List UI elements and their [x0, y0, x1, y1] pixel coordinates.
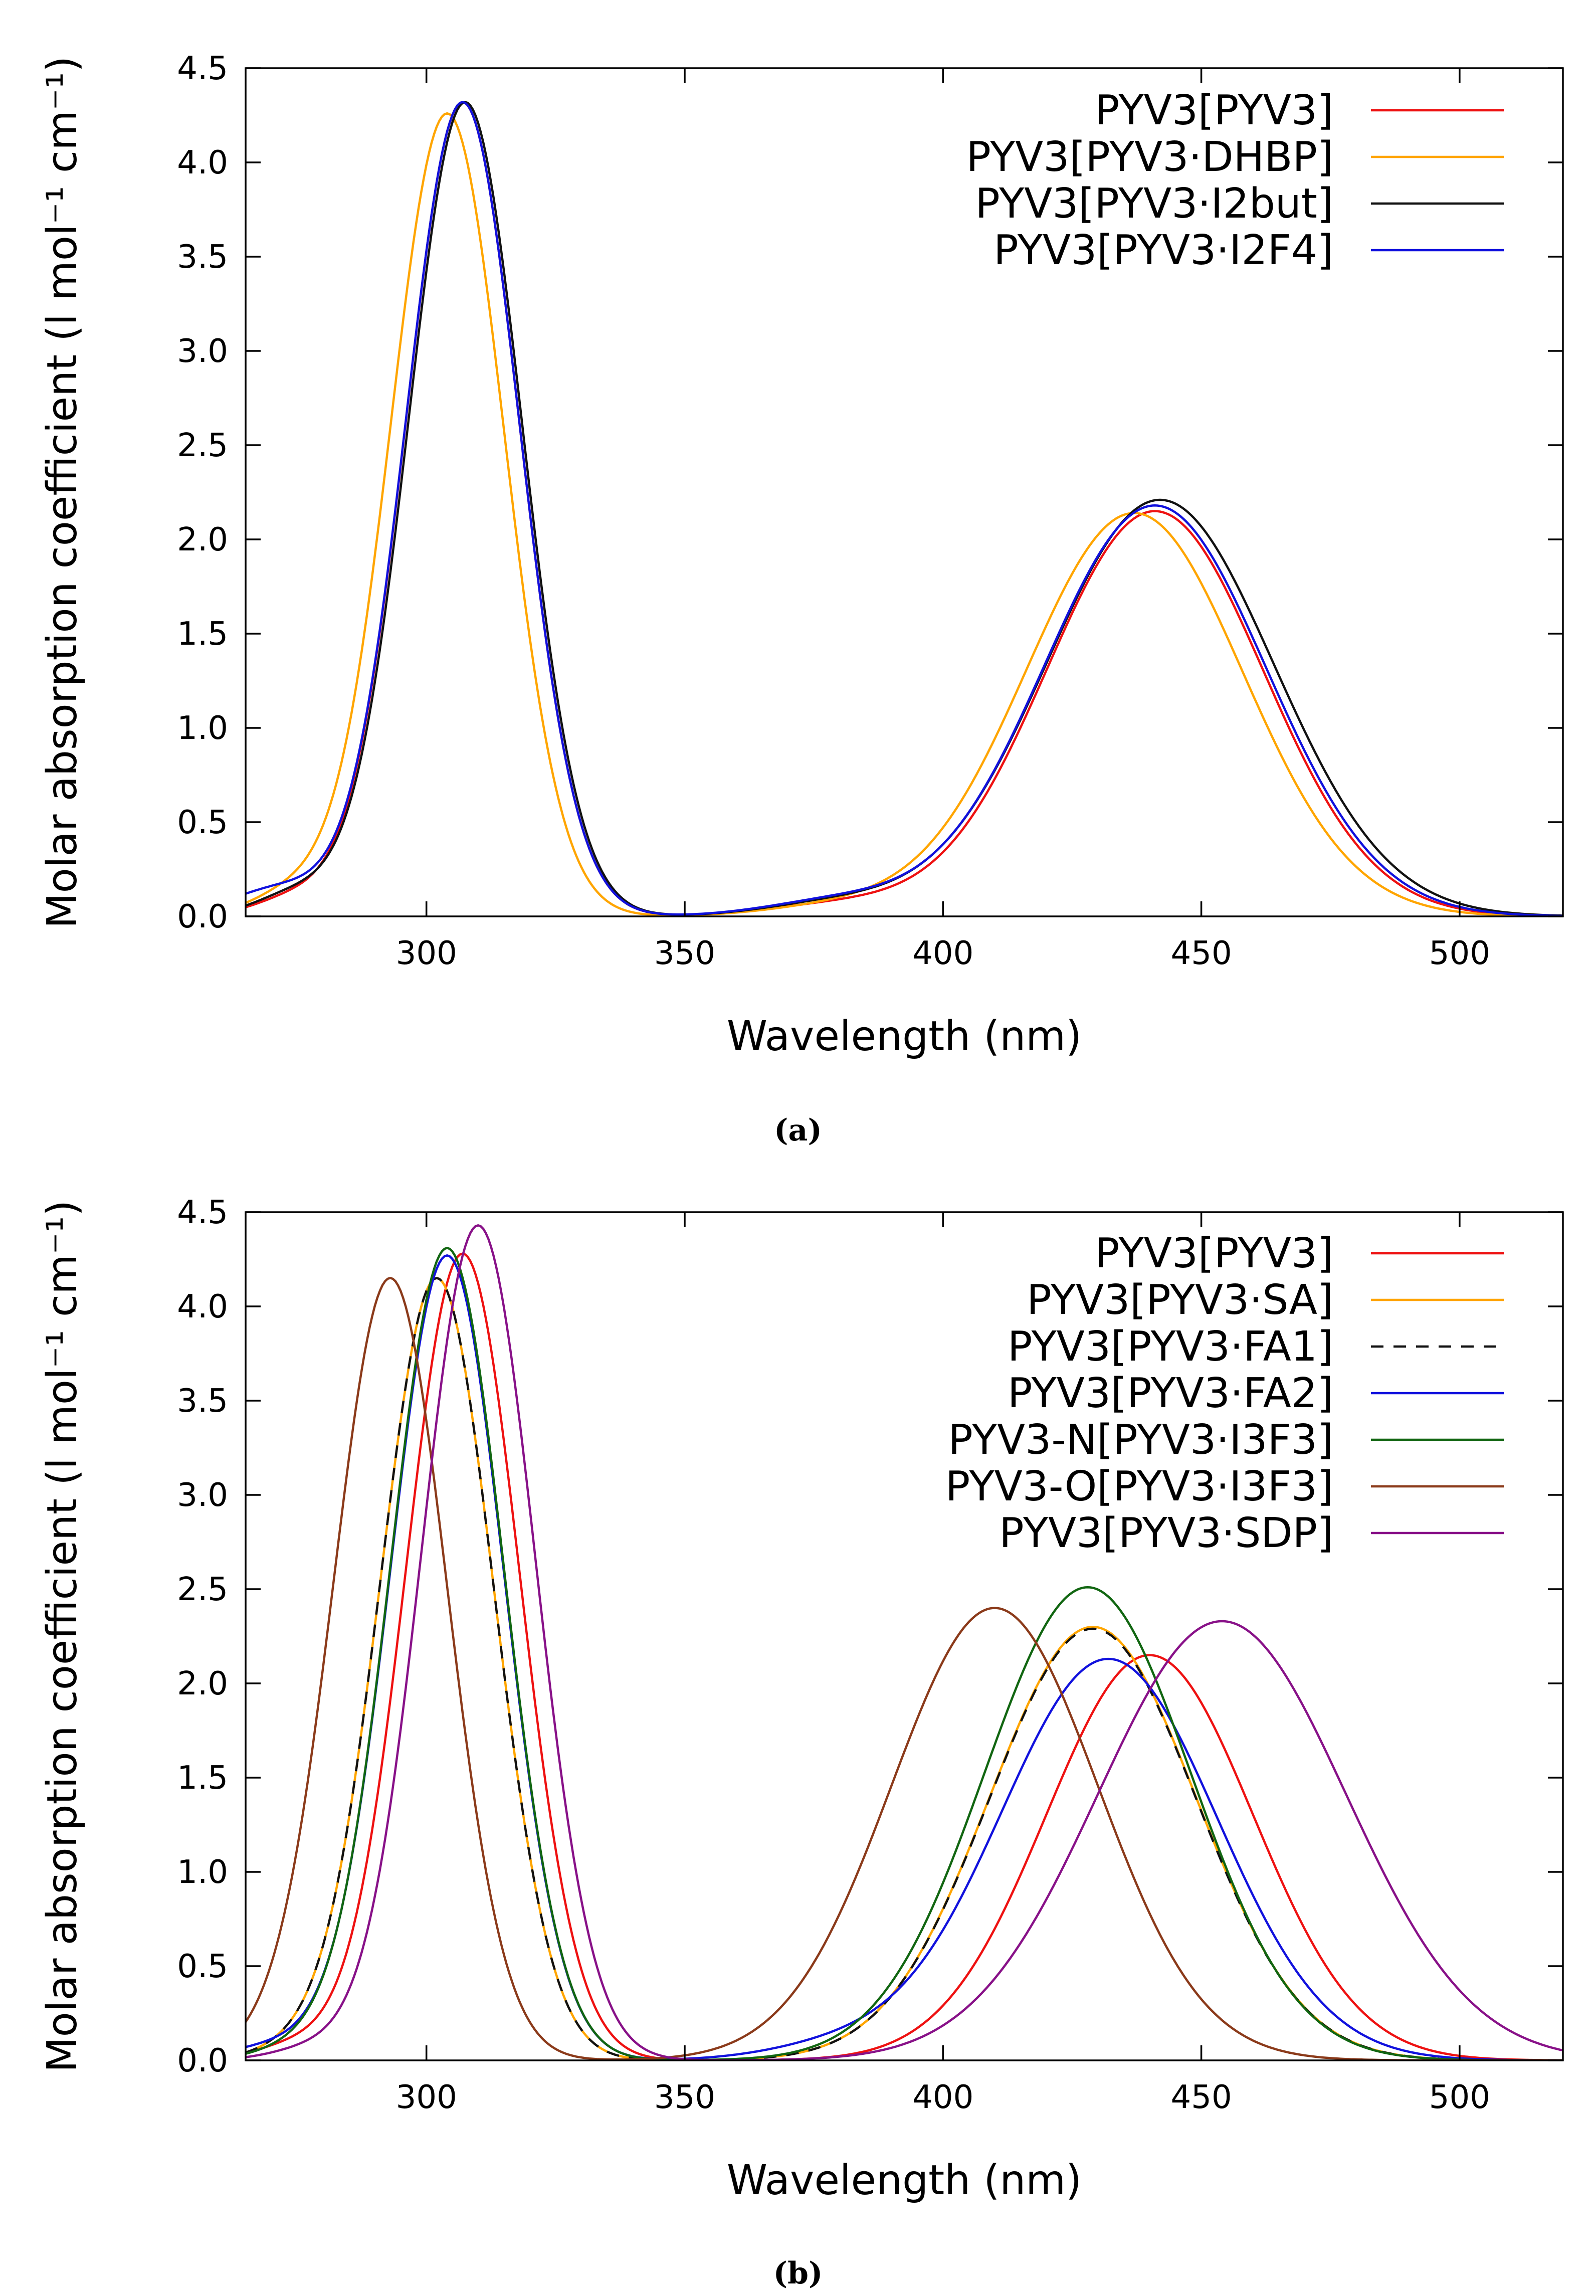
legend: PYV3[PYV3]PYV3[PYV3·DHBP]PYV3[PYV3·I2but… [966, 87, 1504, 274]
y-tick-label: 4.0 [177, 144, 228, 181]
legend: PYV3[PYV3]PYV3[PYV3·SA]PYV3[PYV3·FA1]PYV… [945, 1230, 1504, 1557]
panel-caption: (a) [774, 1113, 822, 1148]
y-tick-label: 1.5 [177, 1760, 228, 1797]
series-line-2 [246, 1277, 1563, 2060]
y-tick-label: 2.0 [177, 521, 228, 558]
x-axis-label: Wavelength (nm) [727, 1013, 1082, 1060]
legend-label-1: PYV3[PYV3] [1095, 1230, 1333, 1277]
series-line-1 [246, 1252, 1563, 2060]
y-tick-label: 4.5 [177, 50, 228, 87]
series-line-1 [246, 101, 1563, 916]
panel-caption: (b) [773, 2256, 823, 2291]
legend-label-2: PYV3[PYV3·SA] [1027, 1276, 1333, 1324]
y-axis-label: Molar absorption coefficient (l mol⁻¹ cm… [39, 56, 86, 928]
series-line-3 [246, 101, 1563, 916]
y-tick-label: 0.0 [177, 898, 228, 935]
y-tick-label: 2.5 [177, 427, 228, 464]
legend-label-1: PYV3[PYV3] [1095, 87, 1333, 134]
x-axis-label: Wavelength (nm) [727, 2157, 1082, 2204]
legend-label-6: PYV3-O[PYV3·I3F3] [945, 1463, 1333, 1510]
x-tick-label: 300 [396, 935, 457, 972]
series-lines [246, 101, 1563, 916]
y-tick-label: 3.5 [177, 239, 228, 276]
y-tick-label: 0.5 [177, 804, 228, 841]
legend-label-3: PYV3[PYV3·I2but] [975, 180, 1333, 228]
y-axis-label: Molar absorption coefficient (l mol⁻¹ cm… [39, 1200, 86, 2072]
x-tick-label: 400 [912, 2079, 973, 2116]
series-lines [246, 1224, 1563, 2060]
x-tick-label: 450 [1171, 2079, 1232, 2116]
x-tick-label: 450 [1171, 935, 1232, 972]
x-tick-label: 500 [1429, 2079, 1490, 2116]
series-line-4 [246, 101, 1563, 916]
x-tick-label: 400 [912, 935, 973, 972]
y-tick-label: 4.0 [177, 1288, 228, 1325]
y-tick-label: 0.5 [177, 1948, 228, 1985]
x-tick-label: 350 [654, 2079, 715, 2116]
y-tick-label: 1.5 [177, 616, 228, 653]
series-line-6 [246, 1277, 1563, 2060]
y-tick-label: 3.5 [177, 1383, 228, 1420]
y-tick-label: 4.5 [177, 1194, 228, 1231]
series-line-7 [246, 1224, 1563, 2060]
legend-label-7: PYV3[PYV3·SDP] [999, 1509, 1333, 1557]
x-tick-label: 500 [1429, 935, 1490, 972]
legend-label-3: PYV3[PYV3·FA1] [1008, 1323, 1333, 1371]
y-tick-label: 0.0 [177, 2042, 228, 2079]
legend-label-4: PYV3[PYV3·FA2] [1008, 1370, 1333, 1417]
series-line-2 [246, 112, 1563, 916]
legend-label-5: PYV3-N[PYV3·I3F3] [948, 1416, 1333, 1464]
y-tick-label: 3.0 [177, 1477, 228, 1514]
y-tick-label: 2.0 [177, 1665, 228, 1702]
y-tick-label: 3.0 [177, 333, 228, 370]
x-tick-label: 300 [396, 2079, 457, 2116]
legend-label-2: PYV3[PYV3·DHBP] [966, 133, 1333, 181]
chart-panel-b: 0.0 0.5 1.0 1.5 2.0 2.5 3.0 3.5 4.0 4.5 300 350 400 4… [39, 1194, 1564, 2291]
x-tick-label: 350 [654, 935, 715, 972]
plot-frame [245, 67, 1564, 917]
y-tick-label: 1.0 [177, 710, 228, 747]
plot-frame [245, 1211, 1564, 2061]
y-tick-label: 2.5 [177, 1571, 228, 1608]
series-line-4 [246, 1254, 1563, 2060]
legend-label-4: PYV3[PYV3·I2F4] [993, 227, 1333, 274]
y-tick-label: 1.0 [177, 1854, 228, 1891]
chart-panel-a: 0.0 0.5 1.0 1.5 2.0 2.5 3.0 3.5 4.0 4.5 300 350 400 4… [39, 50, 1564, 1148]
series-line-3 [246, 1277, 1563, 2060]
series-line-5 [246, 1247, 1563, 2060]
